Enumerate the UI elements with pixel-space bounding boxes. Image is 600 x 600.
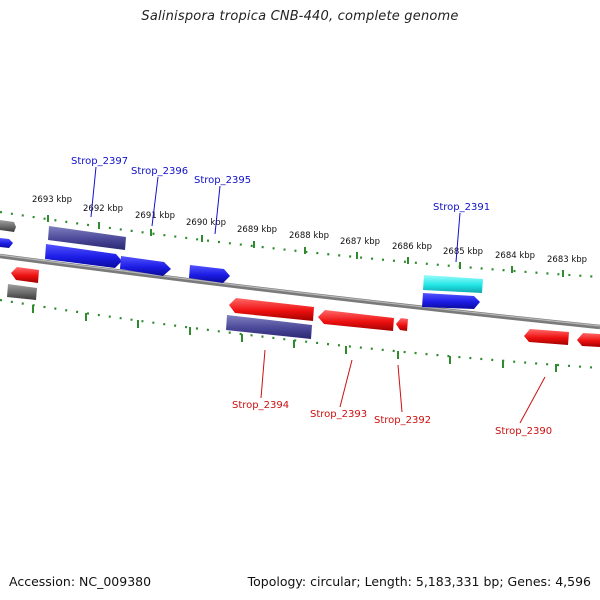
gene-label[interactable]: Strop_2393	[310, 409, 367, 420]
gene-arrow[interactable]	[577, 333, 600, 347]
gene-arrow[interactable]	[524, 329, 569, 345]
reverse-major-ticks	[32, 305, 557, 372]
kbp-label: 2684 kbp	[495, 251, 535, 261]
gene-arrow[interactable]	[422, 293, 480, 309]
kbp-label: 2688 kbp	[289, 231, 329, 241]
map-title: Salinispora tropica CNB-440, complete ge…	[141, 9, 459, 24]
kbp-label: 2691 kbp	[135, 211, 175, 221]
gene-arrow[interactable]	[11, 267, 39, 283]
gene-arrow[interactable]	[423, 275, 483, 293]
gene-label[interactable]: Strop_2394	[232, 400, 289, 411]
forward-major-ticks	[47, 215, 564, 277]
gene-label[interactable]: Strop_2395	[194, 175, 251, 186]
gene-label[interactable]: Strop_2396	[131, 166, 188, 177]
kbp-labels: 2693 kbp 2692 kbp 2691 kbp 2690 kbp 2689…	[32, 195, 587, 265]
gene-label[interactable]: Strop_2397	[71, 156, 128, 167]
kbp-label: 2685 kbp	[443, 247, 483, 257]
kbp-label: 2693 kbp	[32, 195, 72, 205]
gene-arrow[interactable]	[318, 310, 394, 331]
gene-arrow[interactable]	[189, 265, 230, 283]
gene-label[interactable]: Strop_2391	[433, 202, 490, 213]
reverse-leader-lines	[260, 349, 546, 424]
reverse-gene-labels: Strop_2394 Strop_2393 Strop_2392 Strop_2…	[232, 400, 552, 437]
gene-arrow[interactable]	[120, 256, 171, 276]
reverse-genes	[7, 267, 600, 347]
gene-arrow[interactable]	[48, 226, 126, 250]
kbp-label: 2686 kbp	[392, 242, 432, 252]
gene-arrow[interactable]	[0, 238, 13, 248]
gene-arrow[interactable]	[226, 315, 312, 339]
gene-arrow[interactable]	[396, 318, 408, 331]
accession-text: Accession: NC_009380	[9, 574, 152, 589]
genome-backbone	[0, 253, 600, 330]
kbp-label: 2690 kbp	[186, 218, 226, 228]
forward-genes	[0, 220, 483, 309]
genome-summary-text: Topology: circular; Length: 5,183,331 bp…	[247, 574, 591, 589]
gene-label[interactable]: Strop_2390	[495, 426, 552, 437]
gene-arrow[interactable]	[45, 244, 122, 268]
forward-gene-labels: Strop_2397 Strop_2396 Strop_2395 Strop_2…	[71, 156, 490, 213]
forward-leader-lines	[90, 166, 461, 263]
kbp-label: 2687 kbp	[340, 237, 380, 247]
gene-arrow[interactable]	[229, 298, 314, 321]
gene-label[interactable]: Strop_2392	[374, 415, 431, 426]
kbp-label: 2683 kbp	[547, 255, 587, 265]
gene-arrow[interactable]	[7, 284, 37, 300]
kbp-label: 2689 kbp	[237, 225, 277, 235]
gene-arrow[interactable]	[0, 220, 16, 232]
kbp-label: 2692 kbp	[83, 204, 123, 214]
